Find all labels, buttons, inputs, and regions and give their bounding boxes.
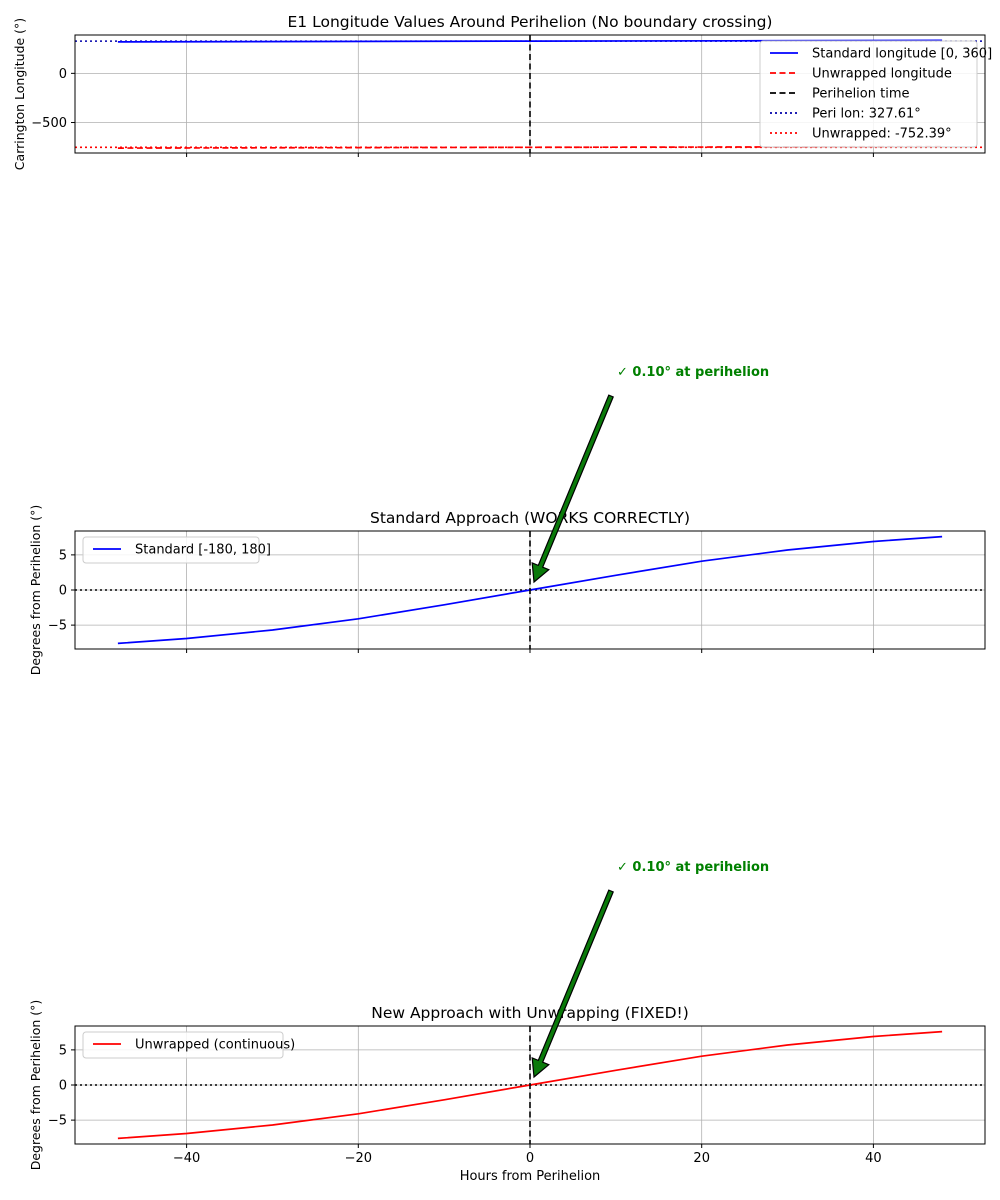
legend-entry-label: Standard [-180, 180] [135, 543, 271, 558]
legend-entry-label: Unwrapped longitude [812, 67, 952, 82]
y-tick-label: 0 [59, 1079, 67, 1094]
chart-panel-1: 0 −500 E1 Longitude Values Around Periheli… [12, 13, 992, 170]
y-tick-label: 0 [59, 67, 67, 82]
y-tick-label: 0 [59, 584, 67, 599]
x-tick-label: −20 [345, 1151, 372, 1166]
legend-entry-label: Standard longitude [0, 360] [812, 47, 992, 62]
legend-entry-label: Unwrapped: -752.39° [812, 127, 952, 142]
x-axis-label: Hours from Perihelion [460, 1169, 601, 1184]
chart-panel-2: 5 0 −5 Standard Approach (WORKS CORRECTLY) D… [28, 365, 986, 676]
chart-title: E1 Longitude Values Around Perihelion (N… [288, 13, 773, 31]
legend-entry-label: Unwrapped (continuous) [135, 1038, 295, 1053]
chart-panel-3: −40 −20 0 20 40 5 0 −5 New Approach with Unwrapp… [28, 860, 986, 1184]
y-axis-label: Degrees from Perihelion (°) [28, 505, 43, 676]
legend-entry-label: Perihelion time [812, 87, 910, 102]
chart-title: Standard Approach (WORKS CORRECTLY) [370, 509, 690, 527]
y-tick-label: −500 [31, 116, 67, 131]
y-tick-label: −5 [48, 619, 67, 634]
legend: Unwrapped (continuous) [82, 1031, 295, 1059]
y-tick-label: 5 [59, 1043, 67, 1058]
annotation-arrow [531, 394, 614, 584]
y-tick-label: −5 [48, 1114, 67, 1129]
legend-box [759, 40, 978, 148]
x-tick-label: 40 [865, 1151, 882, 1166]
annotation-text: ✓ 0.10° at perihelion [617, 365, 769, 380]
y-tick-label: 5 [59, 548, 67, 563]
y-axis-label: Degrees from Perihelion (°) [28, 1000, 43, 1171]
annotation-text: ✓ 0.10° at perihelion [617, 860, 769, 875]
x-tick-label: 20 [693, 1151, 710, 1166]
chart-title: New Approach with Unwrapping (FIXED!) [371, 1004, 689, 1022]
legend: Standard [-180, 180] [82, 536, 271, 564]
annotation-arrow [531, 889, 614, 1079]
x-tick-label: −40 [173, 1151, 200, 1166]
y-axis-label: Carrington Longitude (°) [12, 18, 27, 170]
x-tick-label: 0 [526, 1151, 534, 1166]
legend-entry-label: Peri lon: 327.61° [812, 107, 921, 122]
legend-box [82, 1031, 284, 1059]
legend-box [82, 536, 260, 564]
legend: Standard longitude [0, 360] Unwrapped lon… [759, 40, 992, 148]
